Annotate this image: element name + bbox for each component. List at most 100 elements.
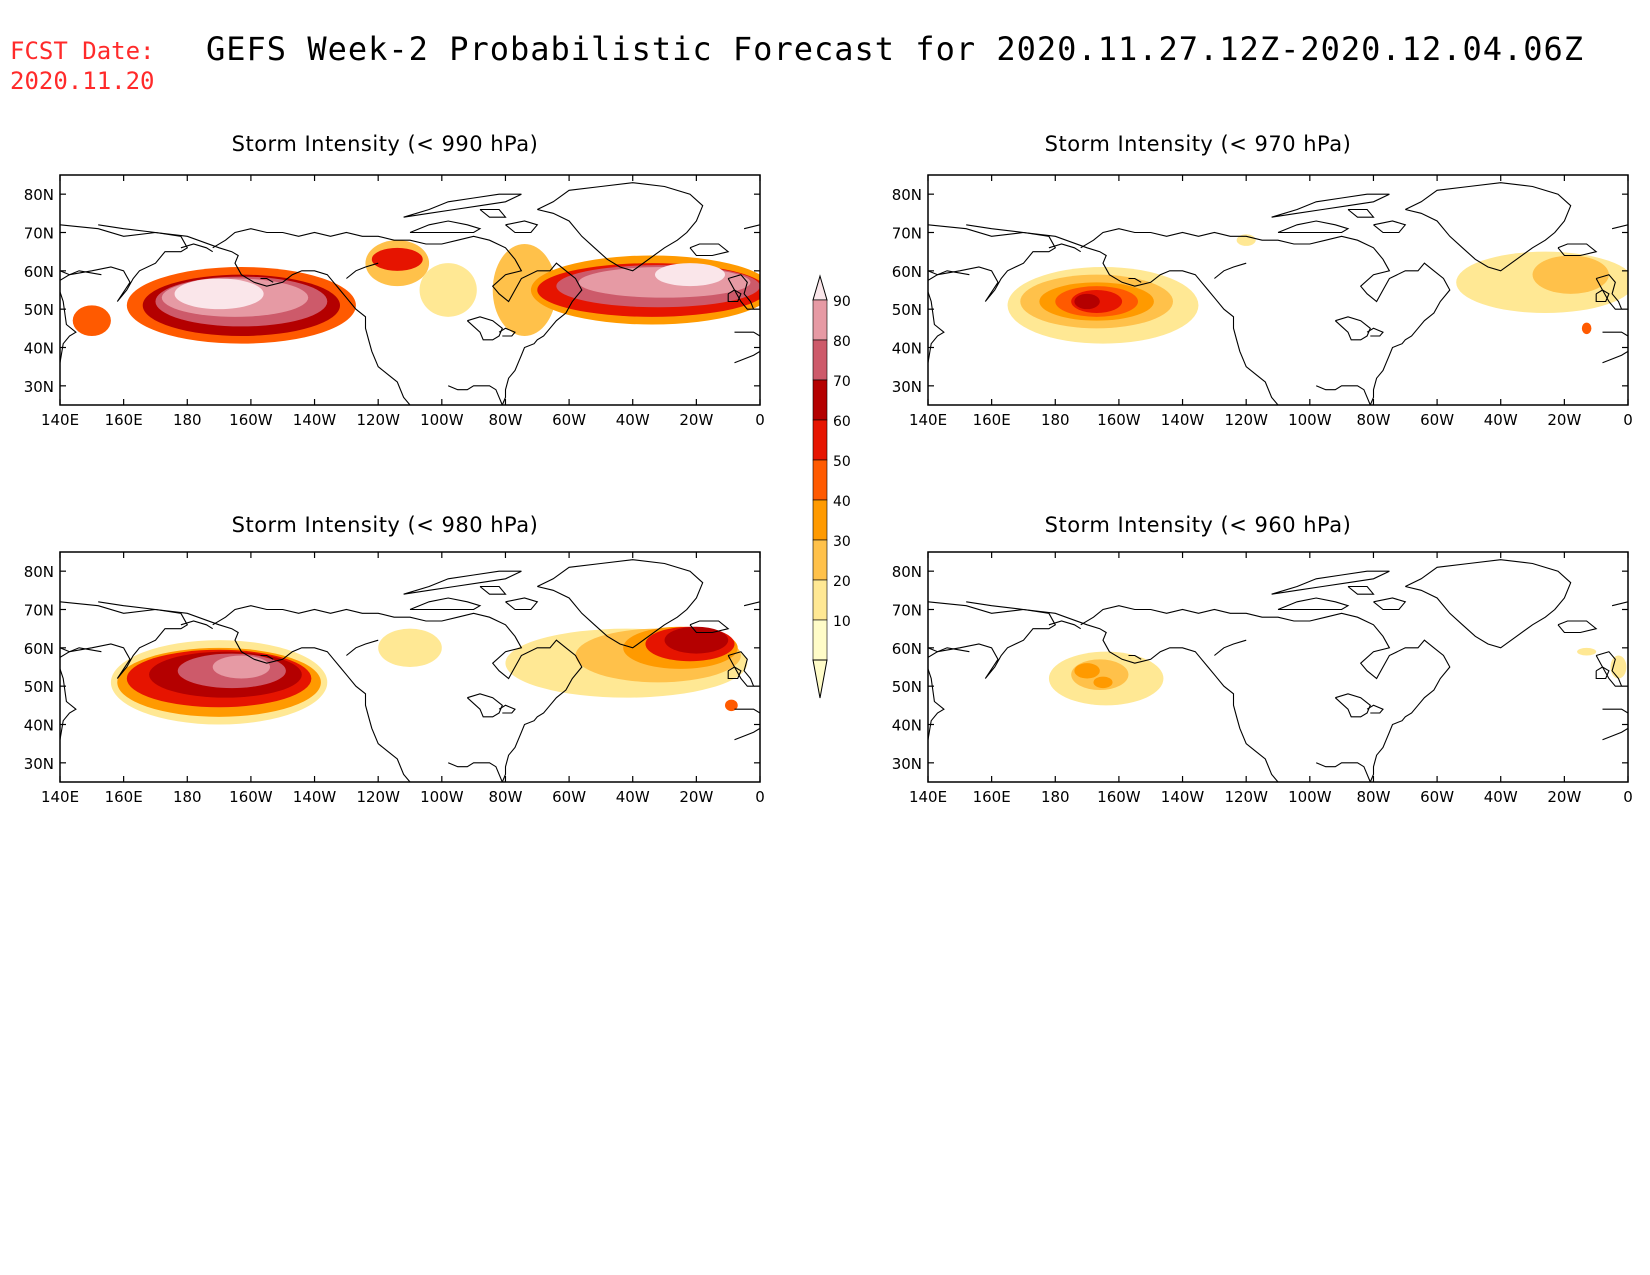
coastline <box>1347 208 1375 218</box>
lon-label: 100W <box>1288 411 1332 429</box>
coastline <box>1595 289 1610 303</box>
lat-label: 80N <box>892 186 922 204</box>
coastline <box>734 331 760 337</box>
lon-label: 20W <box>1547 788 1581 806</box>
lat-label: 30N <box>24 378 54 396</box>
panel-title-960: Storm Intensity (< 960 hPa) <box>1044 513 1352 537</box>
coastline <box>98 224 411 405</box>
lon-label: 120W <box>356 788 400 806</box>
probability-area-14 <box>655 263 725 287</box>
coastline <box>212 228 583 405</box>
lat-label: 60N <box>892 263 922 281</box>
coastline <box>1048 620 1081 630</box>
lon-label: 40W <box>616 411 650 429</box>
lon-label: 140E <box>909 411 947 429</box>
colorbar-segment <box>812 419 828 461</box>
coastline <box>180 620 213 630</box>
coastline <box>60 270 102 276</box>
coastline <box>346 262 379 279</box>
lat-label: 30N <box>24 755 54 773</box>
lat-label: 70N <box>24 602 54 620</box>
coastline <box>1277 597 1350 611</box>
map-frame <box>59 174 761 406</box>
coastline <box>498 327 516 337</box>
lon-label: 60W <box>552 788 586 806</box>
coastline <box>1373 220 1407 234</box>
colorbar-segment <box>812 274 828 301</box>
lon-label: 140W <box>1161 411 1205 429</box>
coastline <box>1611 601 1628 607</box>
colorbar-label: 50 <box>833 454 851 470</box>
lon-label: 160W <box>229 411 273 429</box>
coastline <box>60 224 189 363</box>
coastline <box>60 601 189 740</box>
coastline <box>734 350 760 364</box>
lon-label: 0 <box>1623 411 1633 429</box>
lat-label: 70N <box>892 225 922 243</box>
coastline <box>537 182 704 272</box>
coastline <box>1595 651 1623 687</box>
fcst-date-value: 2020.11.20 <box>10 67 155 95</box>
coastline <box>479 585 507 595</box>
lon-label: 160E <box>105 411 143 429</box>
coastline <box>1277 220 1350 234</box>
lon-label: 160W <box>229 788 273 806</box>
coastline <box>1602 331 1628 337</box>
coastline <box>1214 262 1247 279</box>
probability-area-11 <box>664 626 729 654</box>
coastline <box>1128 277 1142 283</box>
colorbar-label: 10 <box>833 614 851 630</box>
lon-label: 180 <box>1041 788 1070 806</box>
coastline <box>1347 585 1375 595</box>
map-frame <box>59 551 761 783</box>
coastline <box>1405 182 1572 272</box>
coastline <box>212 605 583 782</box>
lat-label: 80N <box>24 563 54 581</box>
panel-title-970: Storm Intensity (< 970 hPa) <box>1044 132 1352 156</box>
coastline <box>727 666 742 680</box>
probability-area-6 <box>378 628 442 667</box>
coastline <box>1048 243 1081 253</box>
lon-label: 0 <box>1623 788 1633 806</box>
lon-label: 40W <box>616 788 650 806</box>
probability-area-3 <box>1093 676 1113 689</box>
coastline <box>1334 693 1371 718</box>
colorbar-label: 80 <box>833 334 851 350</box>
map-panel-p980: 80N 70N 60N 50N 40N 30N 140E 160E 180 160W 140W 120… <box>24 551 765 806</box>
coastline <box>966 224 1279 405</box>
lat-label: 30N <box>892 378 922 396</box>
lon-label: 20W <box>679 411 713 429</box>
lon-label: 180 <box>173 788 202 806</box>
lon-label: 100W <box>420 411 464 429</box>
probability-area-12 <box>725 699 738 712</box>
colorbar-segment <box>812 539 828 581</box>
lat-label: 60N <box>892 640 922 658</box>
lon-label: 100W <box>1288 788 1332 806</box>
lon-label: 120W <box>356 411 400 429</box>
coastline <box>1080 605 1451 782</box>
lon-label: 20W <box>1547 411 1581 429</box>
lon-label: 120W <box>1224 788 1268 806</box>
coastline <box>1595 666 1610 680</box>
probability-area-8 <box>1532 255 1609 294</box>
panel-title-990: Storm Intensity (< 990 hPa) <box>231 132 539 156</box>
lat-label: 80N <box>892 563 922 581</box>
probability-area-8 <box>419 263 477 317</box>
lat-label: 50N <box>24 678 54 696</box>
coastline <box>260 654 274 660</box>
lon-label: 80W <box>1356 411 1390 429</box>
panel-title-980: Storm Intensity (< 980 hPa) <box>231 513 539 537</box>
coastline <box>466 316 503 341</box>
coastline <box>1373 597 1407 611</box>
lon-label: 160E <box>973 788 1011 806</box>
lon-label: 140E <box>909 788 947 806</box>
coastline <box>1602 350 1628 364</box>
lat-label: 60N <box>24 640 54 658</box>
probability-area-4 <box>174 278 264 310</box>
map-frame <box>927 551 1629 783</box>
lon-label: 140W <box>1161 788 1205 806</box>
coastline <box>60 647 102 653</box>
probability-area-4 <box>1577 647 1597 656</box>
coastline <box>734 708 760 714</box>
colorbar-label: 90 <box>833 294 851 310</box>
